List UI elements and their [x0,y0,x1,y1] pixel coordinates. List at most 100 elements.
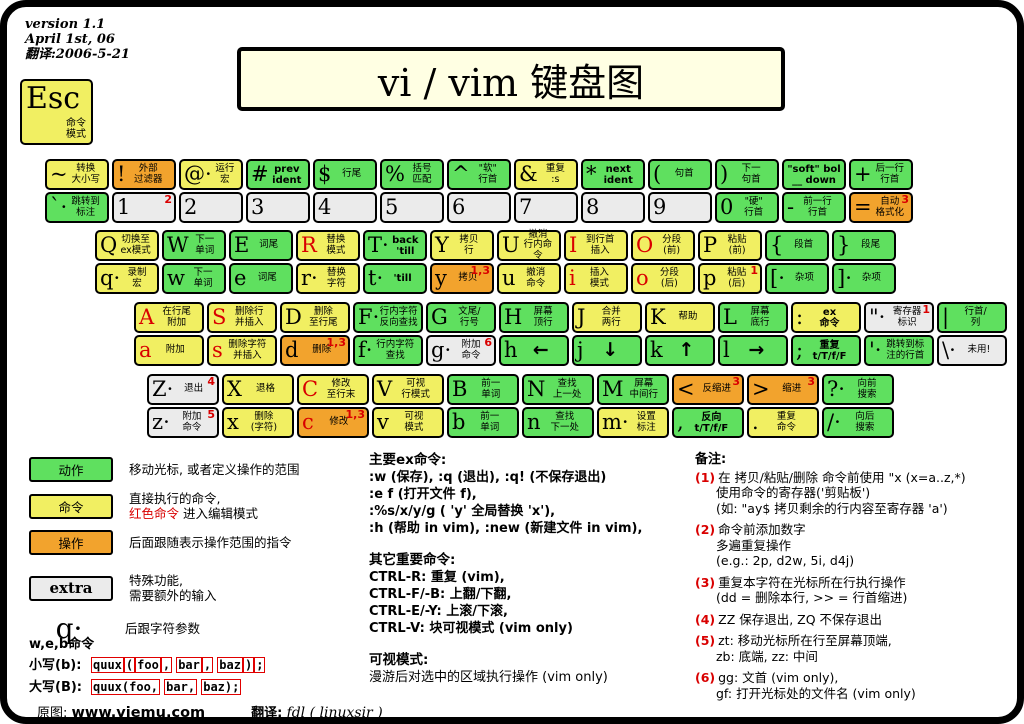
key-v: V 可视 行模式 v 可视 模式 [372,374,444,438]
code-token: baz [217,657,243,673]
key-symbol: W [167,233,189,257]
key-a-bottom: a 附加 [134,335,204,366]
note-ref: 3 [901,193,909,206]
note-text: 在 拷贝/粘贴/删除 命令前使用 "x (x=a..z,*) [718,469,966,485]
key-minus-top: "soft" bol __ down [782,159,846,190]
key-symbol: q· [100,266,121,290]
key-symbol: + [854,162,872,186]
key-m-top: M 屏幕 中间行 [597,374,669,405]
key-label: 附加 命令 [461,339,481,361]
translation-label: 翻译: [251,706,283,721]
key-symbol: D [285,305,302,329]
key-j: J 合并 两行 j ↓ [572,302,642,366]
legend-text: 特殊功能, 需要额外的输入 [129,573,217,603]
keyboard-row-4: Z· 退出 4 z· 附加 命令 5 X 退格 x 删除 (字符) C 修改 至行末 c 修改 1,3 V 可视… [147,374,894,438]
key-backtick-bottom: `· 跳转到 标注 [45,192,109,223]
ex-command-line: :w (保存), :q (退出), :q! (不保存退出) [369,470,607,485]
key-symbol: { [770,233,784,257]
key-symbol: 6 [452,195,466,219]
note-ref: 1,3 [326,336,347,349]
code-token: foo [135,657,161,673]
note-ref: 3 [807,375,815,388]
version-line: version 1.1 [25,17,106,32]
key-label: 杂项 [861,272,881,284]
ex-command-line: CTRL-R: 重复 (vim), [369,570,505,585]
legend-swatch: extra [29,575,113,601]
note-text: 命令前添加数字 [718,522,806,537]
key-symbol: Z· [152,377,174,401]
key-5-top: % 括号 匹配 [380,159,444,190]
key-y-bottom: y 拷贝 1,3 [430,263,494,294]
key-i-bottom: i 插入 模式 [564,263,628,294]
key-symbol: J [577,305,586,329]
key-backtick-top: ~ 转换 大小写 [45,159,109,190]
note-ref: 1,3 [345,408,366,421]
key-symbol: S [212,305,227,329]
key-q-bottom: q· 录制 宏 [95,263,159,294]
legend-item-1: 动作 移动光标, 或者定义操作的范围 [29,457,364,482]
ex-command-line: CTRL-E/-Y: 上滚/下滚, [369,604,508,619]
key-symbol: A [139,305,155,329]
note-ref: 1,3 [470,264,491,277]
key-label: 重复 命令 [776,411,796,433]
key-label: 缩进 [782,383,802,395]
web-example-row-2: 大写(B): quux(foo, bar, baz); [29,676,265,695]
note-ref: 4 [207,375,215,388]
legend-swatch: 动作 [29,457,113,482]
keyboard-row-2: Q 切换至 ex模式 q· 录制 宏 W 下一 单词 w 下一 单词 E 词尾 e 词尾 R 替换 模式 r… [95,229,896,294]
key-label: 重复 :s [545,163,565,185]
ex-command-line: CTRL-V: 块可视模式 (vim only) [369,621,573,636]
note-continuation: gf: 打开光标处的文件名 (vim only) [716,685,916,701]
source-site: www.viemu.com [71,705,206,721]
esc-key-symbol: Esc [26,81,81,116]
key-c: C 修改 至行末 c 修改 1,3 [297,374,369,438]
note-first-line: (5) zt: 移动光标所在行至屏幕顶端, [695,633,1017,649]
key-n-top: N 查找 上一处 [522,374,594,405]
key-label: 跳转到标 注的行首 [886,339,925,361]
key-d-top: D 删除 至行尾 [280,302,350,333]
key-k-bottom: k ↑ [645,335,715,366]
key-slash-bottom: /· 向后 搜索 [822,407,894,438]
key-label: 可视 模式 [404,411,424,433]
key-symbol: x [227,410,239,434]
version-line: April 1st, 06 [25,32,115,47]
ex-section-3: 可视模式: 漫游后对选中的区域执行操作 (vim only) [369,652,684,686]
note-number: (5) [695,633,716,648]
key-7: & 重复 :s 7 [514,159,578,223]
key-label: back 'till [392,234,419,257]
legend-segment: 红色命令 [129,506,180,521]
key-7-bottom: 7 [514,192,578,223]
key-0: ) 下一 句首 0 "硬" 行首 [715,159,779,223]
key-h: H 屏幕 顶行 h ← [499,302,569,366]
key-period-top: > 缩进 3 [747,374,819,405]
key-b: B 前一 单词 b 前一 单词 [447,374,519,438]
key-symbol: 8 [586,195,600,219]
key-symbol: 4 [318,195,332,219]
key-symbol: I [569,233,578,257]
key-label: 撤消 命令 [526,267,546,289]
code-token: bar, [164,679,198,695]
key-t-bottom: t· 'till [363,263,427,294]
code-token: bar [176,657,202,673]
key-symbol: > [752,377,770,401]
key-q-top: Q 切换至 ex模式 [95,230,159,261]
key-symbol: L [723,305,737,329]
key-label: 退格 [255,383,275,395]
legend-item-4: extra 特殊功能, 需要额外的输入 [29,573,364,603]
key-label: 附加 [165,344,185,356]
legend-swatch: 操作 [29,530,113,555]
key-backslash: | 行首/ 列 \· 未用! [937,302,1007,366]
key-e-bottom: e 词尾 [229,263,293,294]
key-symbol: P [703,233,718,257]
key-symbol: X [227,377,242,401]
note-continuation: (dd = 删除本行, >> = 行首缩进) [716,590,908,605]
key-label: 插入 模式 [589,267,609,289]
key-label: 反向 t/T/f/F [694,411,729,434]
key-h-bottom: h ← [499,335,569,366]
key-j-top: J 合并 两行 [572,302,642,333]
legend-text: 直接执行的命令, 红色命令 进入编辑模式 [129,491,258,521]
key-label: 下一 单词 [193,267,213,289]
key-symbol: \· [942,338,956,362]
key-label: 查找 上一处 [552,378,582,400]
note-ref: 5 [207,408,215,421]
